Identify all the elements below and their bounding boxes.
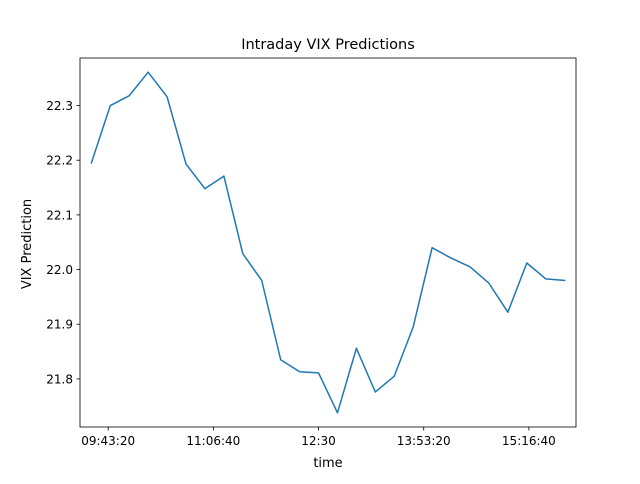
chart-title: Intraday VIX Predictions bbox=[241, 37, 415, 53]
y-axis-label: VIX Prediction bbox=[20, 199, 35, 289]
y-tick-label: 22.3 bbox=[46, 99, 73, 113]
y-tick-label: 22.1 bbox=[46, 208, 73, 222]
x-tick-label: 15:16:40 bbox=[502, 434, 556, 448]
x-axis-label: time bbox=[313, 456, 342, 471]
x-tick-label: 12:30 bbox=[301, 434, 336, 448]
x-tick-label: 11:06:40 bbox=[186, 434, 240, 448]
y-tick-label: 22.2 bbox=[46, 154, 73, 168]
y-tick-label: 22.0 bbox=[46, 263, 73, 277]
y-tick-label: 21.9 bbox=[46, 318, 73, 332]
y-tick-label: 21.8 bbox=[46, 372, 73, 386]
series-line-0 bbox=[90, 71, 566, 414]
plot-frame bbox=[79, 57, 577, 428]
x-tick-label: 13:53:20 bbox=[397, 434, 451, 448]
x-tick-label: 09:43:20 bbox=[81, 434, 135, 448]
